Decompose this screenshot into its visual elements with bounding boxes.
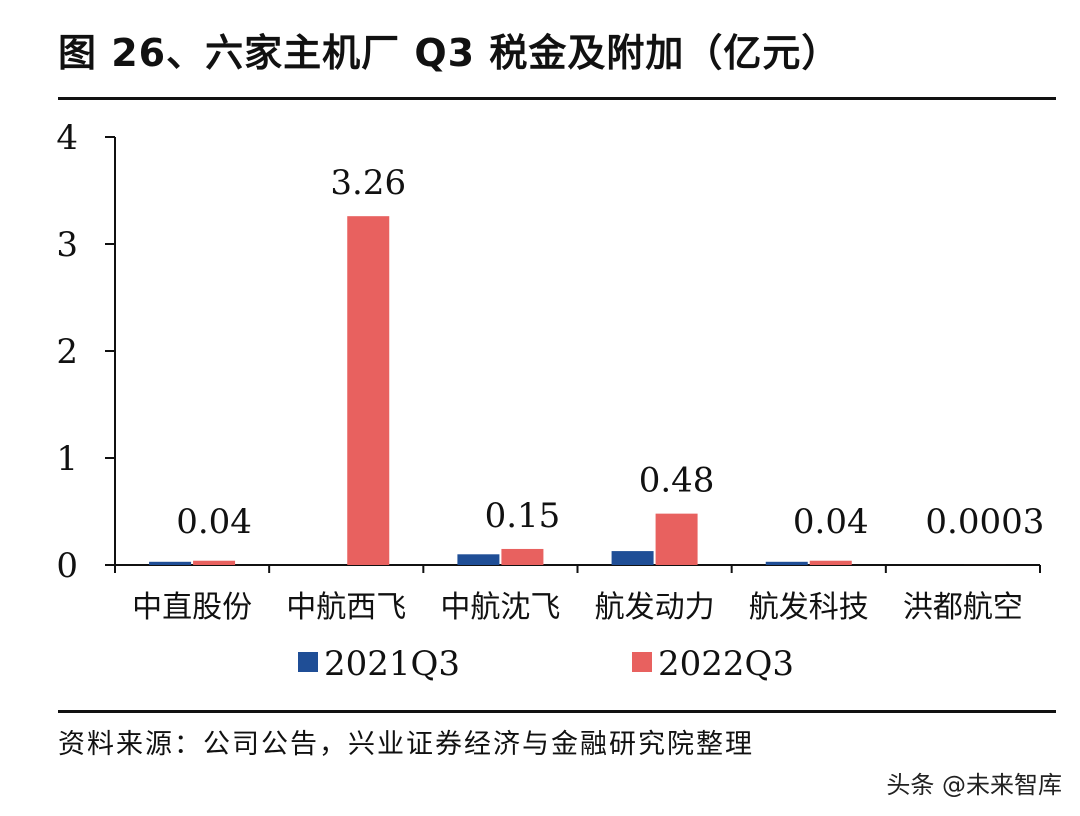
- legend-label-2021q3: 2021Q3: [324, 644, 460, 684]
- data-label: 0.48: [639, 461, 715, 501]
- chart-axes: 0 1 2 3 4 中直股份 中航西飞 中航沈飞 航发动力 航发科技 洪都航空: [56, 118, 1041, 625]
- bar-2022q3: [655, 513, 698, 565]
- x-category-label: 中航西飞: [286, 590, 406, 625]
- y-tick-label: 4: [56, 118, 78, 158]
- title-divider: [58, 97, 1056, 100]
- watermark: 头条 @未来智库: [886, 765, 1062, 800]
- x-category-label: 中航沈飞: [440, 590, 560, 625]
- bar-2022q3: [501, 548, 544, 565]
- bar-2022q3: [809, 560, 852, 565]
- data-label: 0.04: [176, 502, 252, 542]
- x-category-label: 洪都航空: [903, 590, 1023, 625]
- legend-swatch-2021q3: [298, 652, 318, 672]
- data-label: 0.15: [485, 496, 561, 536]
- y-tick-label: 1: [56, 439, 78, 479]
- chart-bars: [149, 216, 1006, 565]
- y-tick-label: 3: [56, 225, 78, 265]
- x-category-label: 航发科技: [749, 590, 869, 625]
- data-label: 0.04: [793, 502, 869, 542]
- chart-legend: 2021Q3 2022Q3: [298, 644, 794, 684]
- source-note: 资料来源：公司公告，兴业证券经济与金融研究院整理: [58, 729, 754, 760]
- bar-2021q3: [765, 561, 808, 565]
- chart-title: 图 26、六家主机厂 Q3 税金及附加（亿元）: [58, 31, 841, 75]
- data-label: 3.26: [330, 163, 406, 203]
- y-tick-label: 0: [56, 546, 78, 586]
- bar-2022q3: [193, 560, 236, 565]
- watermark-text: 头条 @未来智库: [886, 771, 1062, 799]
- bar-2021q3: [149, 561, 192, 565]
- bar-2021q3: [611, 551, 654, 565]
- source-divider: [58, 710, 1056, 713]
- legend-swatch-2022q3: [632, 652, 652, 672]
- chart-data-labels: 0.04 3.26 0.15 0.48 0.04 0.0003: [176, 163, 1044, 542]
- bar-2021q3: [457, 554, 500, 565]
- bar-2022q3: [347, 216, 390, 565]
- legend-label-2022q3: 2022Q3: [658, 644, 794, 684]
- x-category-label: 航发动力: [595, 590, 715, 625]
- x-category-label: 中直股份: [132, 590, 252, 625]
- data-label: 0.0003: [925, 502, 1044, 542]
- y-tick-label: 2: [56, 332, 78, 372]
